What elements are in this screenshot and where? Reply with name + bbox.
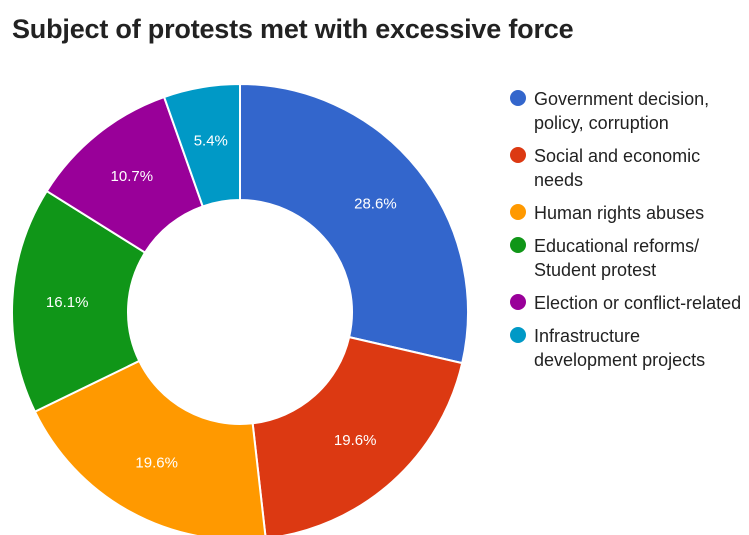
slice-6 bbox=[162, 82, 241, 208]
legend-item: Infrastructure development projects bbox=[510, 324, 746, 372]
legend-label: Infrastructure development projects bbox=[534, 326, 706, 370]
slice-1 bbox=[239, 82, 469, 365]
slice-4 bbox=[11, 189, 147, 413]
legend-swatch bbox=[510, 204, 526, 220]
slice-label-5: 10.7% bbox=[111, 168, 154, 185]
legend-swatch bbox=[510, 237, 526, 253]
legend-label: Government decision, policy, corruption bbox=[534, 89, 710, 133]
legend-item: Human rights abuses bbox=[510, 201, 746, 225]
slice-label-2: 19.6% bbox=[334, 432, 377, 449]
slice-label-6: 5.4% bbox=[194, 132, 228, 149]
slice-label-4: 16.1% bbox=[46, 294, 89, 311]
legend-swatch bbox=[510, 294, 526, 310]
slice-3 bbox=[33, 359, 267, 535]
legend-label: Election or conflict-related bbox=[534, 293, 742, 313]
legend-swatch bbox=[510, 90, 526, 106]
legend-item: Educational reforms/ Student protest bbox=[510, 234, 746, 282]
legend-item: Election or conflict-related bbox=[510, 291, 746, 315]
slice-label-3: 19.6% bbox=[135, 455, 178, 472]
legend-label: Educational reforms/ Student protest bbox=[534, 236, 700, 280]
chart-legend: Government decision, policy, corruption S… bbox=[510, 87, 746, 381]
legend-item: Social and economic needs bbox=[510, 144, 746, 192]
legend-label: Human rights abuses bbox=[534, 203, 705, 223]
slice-label-1: 28.6% bbox=[354, 195, 397, 212]
legend-swatch bbox=[510, 327, 526, 343]
chart-title: Subject of protests met with excessive f… bbox=[12, 14, 574, 44]
legend-label: Social and economic needs bbox=[534, 146, 701, 190]
legend-item: Government decision, policy, corruption bbox=[510, 87, 746, 135]
legend-swatch bbox=[510, 147, 526, 163]
slice-2 bbox=[251, 335, 464, 535]
